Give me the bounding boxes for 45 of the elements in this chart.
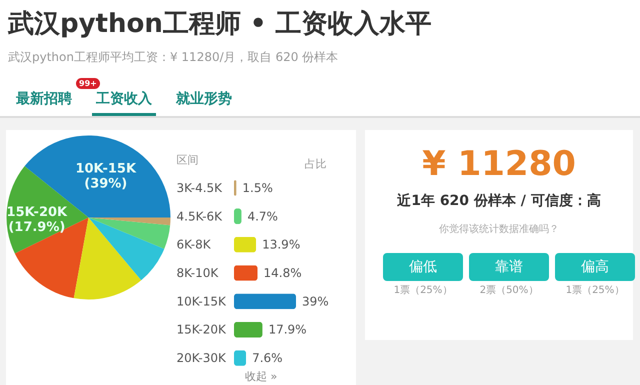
text: 1票（25%） xyxy=(564,284,626,297)
y-tick-label: 8K-10K xyxy=(176,266,220,280)
pie-slice xyxy=(74,218,142,300)
text: 近1年 620 份样本 / 可信度：高 xyxy=(396,192,602,210)
bar xyxy=(234,236,256,252)
text: 最新招聘 xyxy=(16,90,72,108)
text: ¥ 11280 xyxy=(421,144,577,184)
text: 1票（25%） xyxy=(392,284,454,297)
y-tick-label: 4.5K-6K xyxy=(176,209,224,224)
bar xyxy=(234,322,262,338)
data-label: 13.9% xyxy=(262,238,300,252)
bar xyxy=(234,350,246,366)
pie-slice xyxy=(88,218,170,249)
data-label: 4.7% xyxy=(247,209,278,224)
vote-button[interactable]: 偏高 xyxy=(555,253,635,281)
y-tick-label: 3K-4.5K xyxy=(176,180,224,195)
data-label: 39% xyxy=(302,294,329,308)
y-tick-label: 15K-20K xyxy=(176,322,227,337)
data-label: (17.9%) xyxy=(8,220,66,235)
annotation: 收起 » xyxy=(245,369,278,384)
data-label: 14.8% xyxy=(264,266,302,280)
y-axis-title: 区间 xyxy=(176,154,198,166)
y-tick-label: 10K-15K xyxy=(176,294,227,308)
bar xyxy=(234,265,258,281)
slice-label: 10K-15K xyxy=(75,161,137,176)
x-axis-title: 占比 xyxy=(304,158,326,170)
y-tick-label: 20K-30K xyxy=(176,351,227,366)
data-label: (39%) xyxy=(84,176,128,192)
chart-title: 武汉python工程师 • 工资收入水平 xyxy=(8,8,432,41)
data-label: 17.9% xyxy=(268,322,307,337)
text: 工资收入 xyxy=(92,90,156,116)
slice-label: 15K-20K xyxy=(6,204,68,220)
text: 你觉得该统计数据准确吗？ xyxy=(438,222,560,236)
y-tick-label: 6K-8K xyxy=(176,238,212,252)
pie-slice xyxy=(88,218,164,280)
vote-button[interactable]: 偏低 xyxy=(383,253,463,281)
text: 就业形势 xyxy=(176,90,232,108)
data-label: 1.5% xyxy=(242,180,273,195)
chart-subtitle: 武汉python工程师平均工资：¥ 11280/月，取自 620 份样本 xyxy=(8,49,340,66)
text: 99+ xyxy=(76,78,100,89)
bar xyxy=(234,294,296,310)
data-label: 7.6% xyxy=(252,351,283,366)
text: 2票（50%） xyxy=(478,284,540,297)
pie-slice xyxy=(88,218,170,226)
vote-button[interactable]: 靠谱 xyxy=(469,253,549,281)
